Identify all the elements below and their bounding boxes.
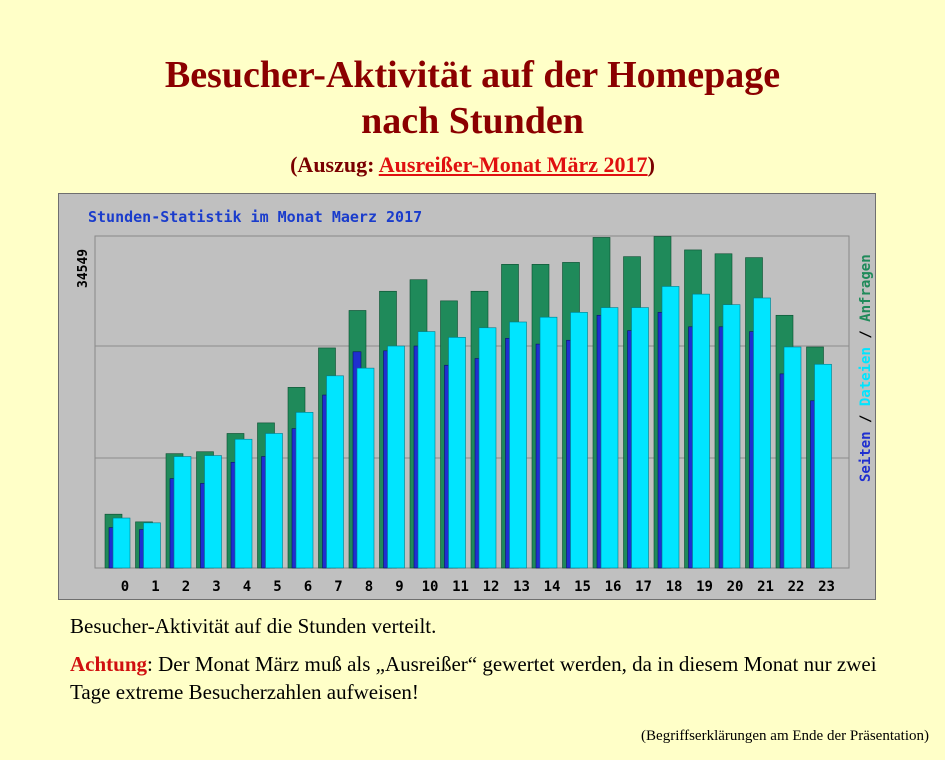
x-tick-15: 15 [574,579,591,595]
title-line-1: Besucher-Aktivität auf der Homepage [164,54,781,96]
bar-dateien-0 [112,517,131,569]
bar-dateien-17 [631,307,649,569]
bar-dateien-6 [295,412,314,569]
bar-dateien-7 [326,375,344,569]
x-tick-17: 17 [635,579,652,595]
bar-dateien-3 [204,455,222,569]
bar-group [104,236,832,569]
x-tick-2: 2 [182,579,190,595]
x-tick-10: 10 [422,579,439,595]
warning-note: Achtung: Der Monat März muß als „Ausreiß… [70,650,910,706]
x-tick-3: 3 [212,579,220,595]
legend-separator: / [858,406,874,431]
x-tick-18: 18 [666,579,683,595]
x-tick-8: 8 [365,579,373,595]
bar-dateien-14 [539,316,558,569]
bar-dateien-8 [356,367,375,569]
x-tick-23: 23 [818,579,835,595]
bar-dateien-11 [448,337,466,569]
x-tick-labels: 0 1 2 3 4 5 6 7 8 9 10 11 12 13 14 15 16 17 18 19 20 21 22 23 [121,579,835,595]
x-tick-22: 22 [788,579,805,595]
x-tick-9: 9 [395,579,403,595]
subtitle-link[interactable]: Ausreißer-Monat März 2017 [378,152,648,177]
x-tick-4: 4 [243,579,251,595]
bar-dateien-20 [722,304,741,569]
legend-anfragen: Anfragen [858,254,874,321]
warning-label: Achtung [70,652,148,676]
x-tick-21: 21 [757,579,774,595]
bar-dateien-4 [234,438,253,569]
x-tick-13: 13 [513,579,530,595]
bar-dateien-5 [265,433,283,569]
bar-dateien-23 [814,363,832,569]
page-title: Besucher-Aktivität auf der Homepage nach… [0,52,945,144]
bar-dateien-2 [173,456,192,569]
title-line-2: nach Stunden [361,100,584,142]
bar-dateien-9 [387,345,405,569]
x-tick-1: 1 [151,579,159,595]
legend-seiten: Seiten [858,431,874,482]
bar-dateien-12 [478,327,497,569]
x-tick-19: 19 [696,579,713,595]
hourly-bar-chart: Stunden-Statistik im Monat Maerz 2017 34… [76,208,874,595]
x-tick-11: 11 [452,579,469,595]
x-tick-7: 7 [334,579,342,595]
legend-dateien: Dateien [858,347,874,406]
bar-dateien-1 [143,522,161,569]
footnote: (Begriffserklärungen am Ende der Präsent… [641,728,929,744]
bar-dateien-15 [570,312,588,569]
x-tick-20: 20 [727,579,744,595]
chart-frame: Stunden-Statistik im Monat Maerz 2017 34… [58,193,876,600]
subtitle-open: (Auszug: [290,152,379,177]
chart-title: Stunden-Statistik im Monat Maerz 2017 [88,208,422,226]
y-max-label: 34549 [76,249,91,288]
x-tick-14: 14 [544,579,561,595]
x-tick-12: 12 [483,579,500,595]
x-tick-16: 16 [605,579,622,595]
bar-dateien-22 [783,346,802,569]
legend-separator: / [858,322,874,347]
bar-dateien-19 [692,293,710,569]
subtitle: (Auszug: Ausreißer-Monat März 2017) [0,152,945,178]
subtitle-close: ) [647,152,655,177]
bar-dateien-21 [753,297,771,569]
chart-legend: Seiten / Dateien / Anfragen [858,254,874,482]
x-tick-5: 5 [273,579,281,595]
warning-text: : Der Monat März muß als „Ausreißer“ gew… [70,652,877,704]
bar-dateien-18 [661,286,680,569]
x-tick-6: 6 [304,579,312,595]
bar-dateien-16 [600,307,619,569]
bar-dateien-10 [417,331,436,569]
x-tick-0: 0 [121,579,129,595]
chart-caption: Besucher-Aktivität auf die Stunden verte… [70,614,437,638]
bar-dateien-13 [509,321,527,569]
